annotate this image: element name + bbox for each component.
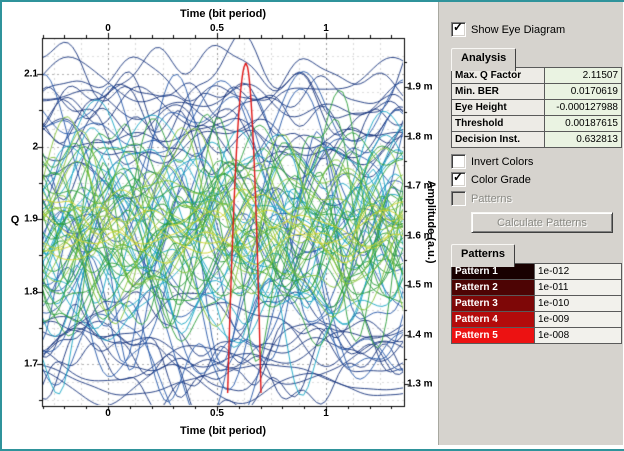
analysis-row-value: -0.000127988: [544, 99, 622, 116]
right-axis-title: Amplitude (a.u.): [425, 180, 437, 264]
q-axis-tick-label: 1.8: [24, 286, 38, 298]
analysis-row: Decision Inst. 0.632813: [451, 131, 622, 148]
analysis-row-value: 0.00187615: [544, 115, 622, 132]
checkbox-label: Invert Colors: [471, 155, 534, 168]
calculate-patterns-button[interactable]: Calculate Patterns: [471, 212, 613, 233]
checkbox-label: Show Eye Diagram: [471, 23, 566, 36]
top-axis-title: Time (bit period): [180, 8, 266, 20]
amplitude-axis-tick-label: 1.7 m: [407, 180, 433, 192]
x-axis-tick-label-top: 0: [105, 23, 111, 34]
q-axis-tick-label: 2: [32, 141, 38, 153]
pattern-row-label: Pattern 2: [451, 279, 535, 296]
analysis-table: Max. Q Factor 2.11507 Min. BER 0.0170619 Eye…: [451, 67, 622, 148]
pattern-row-label: Pattern 5: [451, 327, 535, 344]
amplitude-axis-tick-label: 1.9 m: [407, 81, 433, 93]
analysis-row-label: Eye Height: [451, 99, 545, 116]
show-eye-diagram-checkbox[interactable]: Show Eye Diagram: [451, 20, 566, 37]
x-axis-tick-label-bottom: 0.5: [210, 408, 224, 419]
invert-colors-checkbox[interactable]: Invert Colors: [451, 154, 533, 169]
checkbox-box-icon[interactable]: [451, 20, 466, 37]
x-axis-tick-label-top: 1: [323, 23, 329, 34]
pattern-row: Pattern 2 1e-011: [451, 279, 622, 296]
pattern-row-value: 1e-008: [534, 327, 622, 344]
patterns-tab[interactable]: Patterns: [451, 244, 516, 267]
pattern-row-label: Pattern 4: [451, 311, 535, 328]
analysis-row-label: Min. BER: [451, 83, 545, 100]
amplitude-axis-tick-label: 1.3 m: [407, 378, 433, 390]
analysis-row: Eye Height -0.000127988: [451, 99, 622, 116]
analysis-row-label: Threshold: [451, 115, 545, 132]
analysis-row-value: 2.11507: [544, 67, 622, 84]
x-axis-tick-label-bottom: 0: [105, 408, 111, 419]
x-axis-tick-label-top: 0.5: [210, 23, 224, 34]
color-grade-checkbox[interactable]: Color Grade: [451, 170, 531, 187]
pattern-row: Pattern 1 1e-012: [451, 263, 622, 280]
pattern-row-value: 1e-012: [534, 263, 622, 280]
q-axis-tick-label: 2.1: [24, 68, 38, 80]
patterns-checkbox[interactable]: Patterns: [451, 191, 512, 206]
eye-diagram-plot-area: 0 0 0.5 0.5 1 1 2.1 2 1.9 1.8 1.7 1.9 m 1.8 m 1.7 m 1.…: [2, 2, 438, 445]
pattern-row-value: 1e-009: [534, 311, 622, 328]
pattern-row: Pattern 5 1e-008: [451, 327, 622, 344]
q-axis-tick-label: 1.7: [24, 358, 38, 370]
amplitude-axis-tick-label: 1.8 m: [407, 131, 433, 142]
checkbox-box-icon[interactable]: [451, 191, 466, 206]
amplitude-axis-tick-label: 1.5 m: [407, 279, 433, 291]
pattern-row-value: 1e-010: [534, 295, 622, 312]
analysis-row-label: Decision Inst.: [451, 131, 545, 148]
pattern-row-label: Pattern 1: [451, 263, 535, 280]
analysis-row-value: 0.632813: [544, 131, 622, 148]
pattern-row-value: 1e-011: [534, 279, 622, 296]
eye-diagram-canvas[interactable]: [2, 2, 438, 445]
amplitude-axis-tick-label: 1.4 m: [407, 329, 433, 340]
checkbox-box-icon[interactable]: [451, 154, 466, 169]
checkbox-label: Patterns: [471, 192, 512, 205]
left-axis-title: Q: [10, 214, 20, 226]
analysis-row-value: 0.0170619: [544, 83, 622, 100]
pattern-row: Pattern 3 1e-010: [451, 295, 622, 312]
analysis-row: Threshold 0.00187615: [451, 115, 622, 132]
checkbox-label: Color Grade: [471, 173, 531, 186]
x-axis-tick-label-bottom: 1: [323, 408, 329, 419]
pattern-row: Pattern 4 1e-009: [451, 311, 622, 328]
pattern-row-label: Pattern 3: [451, 295, 535, 312]
analysis-tab[interactable]: Analysis: [451, 48, 517, 71]
checkbox-box-icon[interactable]: [451, 170, 466, 187]
q-axis-tick-label: 1.9: [24, 213, 38, 225]
analysis-row: Min. BER 0.0170619: [451, 83, 622, 100]
amplitude-axis-tick-label: 1.6 m: [407, 230, 433, 241]
bottom-axis-title: Time (bit period): [180, 425, 266, 437]
control-panel: Show Eye Diagram Analysis Max. Q Factor2…: [438, 2, 623, 445]
